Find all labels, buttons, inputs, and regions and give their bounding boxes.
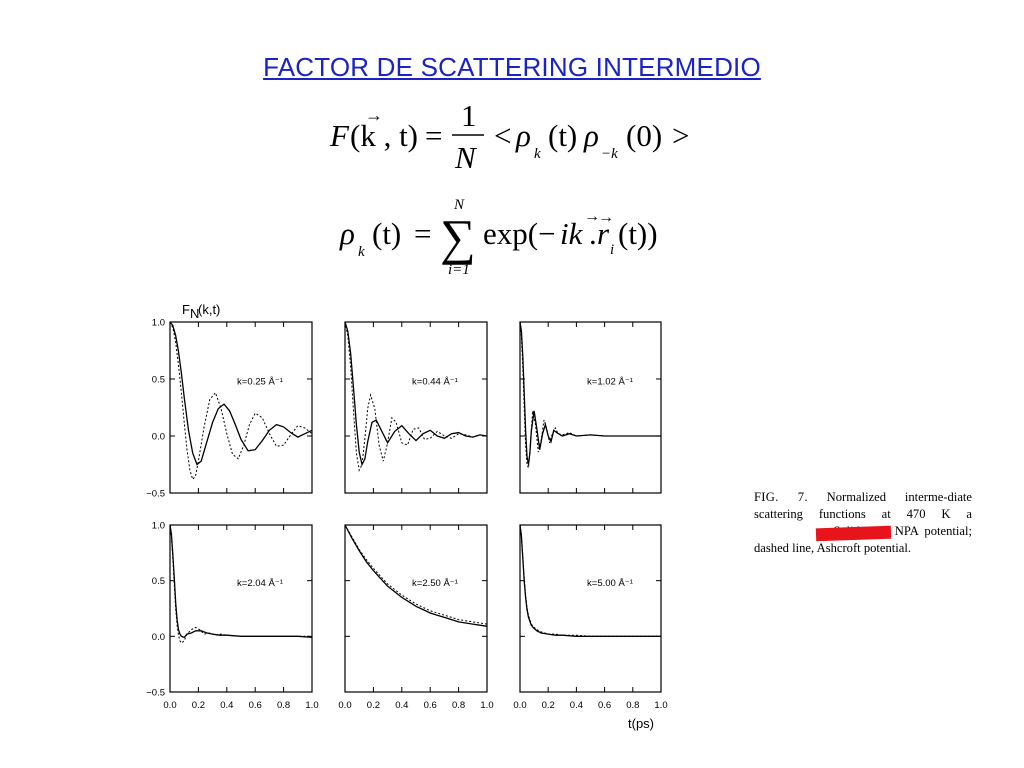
k-label: k=0.44 Å⁻¹ (412, 377, 458, 388)
solid-series-line (169, 321, 313, 466)
equation-1: F (k , t) → = 1 N < ρ k (t) ρ −k (0) > (329, 98, 689, 175)
x-tick-label: 0.6 (249, 700, 262, 711)
x-tick-label: 0.8 (626, 700, 639, 711)
x-tick-label: 1.0 (480, 700, 493, 711)
eq1-vec-arrow: → (365, 105, 383, 125)
y-axis-label-args: (k,t) (198, 302, 220, 317)
x-tick-label: 0.4 (395, 700, 408, 711)
panel-5: 0.0 0.2 0.4 0.6 0.8 1.0 k=2.50 Å⁻¹ (338, 524, 494, 711)
eq1-rho2: ρ (583, 118, 599, 153)
k-label: k=5.00 Å⁻¹ (587, 578, 633, 589)
y-axis-label: F N (k,t) (182, 302, 220, 321)
eq1-args: (k , t) (350, 118, 418, 153)
x-tick-label: 1.0 (305, 700, 318, 711)
panel-frame (519, 524, 662, 693)
eq1-zero-arg: (0) (626, 118, 662, 153)
y-axis-label-sub: N (190, 306, 199, 321)
k-label: k=1.02 Å⁻¹ (587, 377, 633, 388)
panel-1: 1.0 0.5 0.0 −0.5 k=0.25 Å⁻¹ (146, 318, 313, 500)
eq1-sub-minus-k: −k (601, 146, 618, 162)
y-tick-label: 0.0 (152, 632, 165, 643)
eq1-rho1: ρ (515, 118, 531, 153)
caption-text-1: Normalized interme-diate scattering func… (754, 490, 972, 521)
eq1-t-arg: (t) (548, 118, 577, 153)
y-tick-label: 0.5 (152, 576, 165, 587)
equation-2: ρ k (t) = ∑ N i=1 exp(− ik → . r → i (t)… (339, 197, 658, 278)
y-tick-label: 0.0 (152, 432, 165, 443)
x-tick-label: 0.2 (192, 700, 205, 711)
panel-frame (169, 321, 313, 494)
x-tick-label: 0.4 (220, 700, 233, 711)
eq2-tail: (t)) (618, 216, 658, 251)
x-tick-label: 1.0 (654, 700, 667, 711)
eq2-k-arrow: → (584, 208, 600, 225)
eq1-lhs: F (329, 118, 350, 153)
solid-series-line (344, 524, 488, 627)
y-tick-label: −0.5 (146, 688, 165, 699)
panel-frame (344, 524, 488, 693)
y-axis-label-f: F (182, 302, 190, 317)
k-label: k=2.50 Å⁻¹ (412, 578, 458, 589)
dashed-series-line (344, 321, 488, 472)
y-tick-label: −0.5 (146, 489, 165, 500)
x-tick-label: 0.8 (277, 700, 290, 711)
eq2-ik: ik (560, 216, 584, 251)
dashed-series-line (344, 524, 488, 625)
solid-series-line (344, 321, 488, 467)
eq2-t-arg: (t) (372, 216, 401, 251)
eq2-lower: i=1 (448, 262, 470, 278)
x-tick-label: 0.0 (163, 700, 176, 711)
eq2-sigma: ∑ (440, 209, 476, 265)
y-tick-label: 1.0 (152, 318, 165, 329)
eq2-upper: N (453, 197, 465, 213)
figure-caption: FIG. 7. Normalized interme-diate scatter… (754, 489, 972, 557)
eq1-equals: = (425, 118, 442, 153)
eq1-lt: < (494, 118, 511, 153)
y-tick-label: 0.5 (152, 375, 165, 386)
caption-fig-label: FIG. 7. (754, 490, 808, 504)
x-tick-label: 0.2 (542, 700, 555, 711)
eq2-sub-k: k (358, 244, 365, 260)
panel-2: k=0.44 Å⁻¹ (344, 321, 488, 494)
eq1-gt: > (672, 118, 689, 153)
eq1-sub-k: k (534, 146, 541, 162)
eq2-r-arrow: → (598, 209, 614, 226)
equations: F (k , t) → = 1 N < ρ k (t) ρ −k (0) > ρ… (329, 98, 689, 278)
eq2-r: r (597, 216, 610, 251)
eq2-equals: = (414, 216, 431, 251)
x-tick-label: 0.4 (570, 700, 583, 711)
eq2-exp: exp(− (483, 216, 556, 251)
eq2-dot: . (589, 216, 597, 251)
eq2-rho: ρ (339, 216, 355, 251)
dashed-series-line (519, 524, 661, 637)
panel-3: k=1.02 Å⁻¹ (519, 321, 662, 494)
dashed-series-line (519, 321, 661, 469)
solid-series-line (169, 524, 313, 639)
k-label: k=0.25 Å⁻¹ (237, 377, 283, 388)
k-label: k=2.04 Å⁻¹ (237, 578, 283, 589)
x-tick-label: 0.6 (424, 700, 437, 711)
x-tick-label: 0.0 (513, 700, 526, 711)
page-title: FACTOR DE SCATTERING INTERMEDIO (263, 52, 761, 82)
panel-6: 0.0 0.2 0.4 0.6 0.8 1.0 k=5.00 Å⁻¹ (513, 524, 668, 711)
x-tick-label: 0.0 (338, 700, 351, 711)
panels: 1.00.50.0−0.5k=0.25 Å⁻¹ k=0.44 Å⁻¹ k=1.02 … (146, 318, 667, 712)
redaction-mark (815, 525, 892, 542)
dashed-series-line (169, 524, 312, 644)
panel-frame (519, 321, 662, 494)
x-tick-label: 0.8 (452, 700, 465, 711)
y-tick-label: 1.0 (152, 521, 165, 532)
eq1-frac-den: N (454, 140, 478, 175)
x-tick-label: 0.6 (598, 700, 611, 711)
panel-frame (344, 321, 488, 494)
solid-series-line (519, 321, 661, 465)
eq1-frac-num: 1 (461, 98, 477, 133)
dashed-series-line (169, 321, 313, 481)
panel-frame (169, 524, 313, 693)
panel-4: 1.00.50.0−0.50.0 0.2 0.4 0.6 0.8 1.0k=2.04 Å⁻… (146, 521, 318, 712)
x-tick-label: 0.2 (367, 700, 380, 711)
eq2-sub-i: i (610, 242, 614, 258)
x-axis-label: t(ps) (628, 716, 654, 731)
